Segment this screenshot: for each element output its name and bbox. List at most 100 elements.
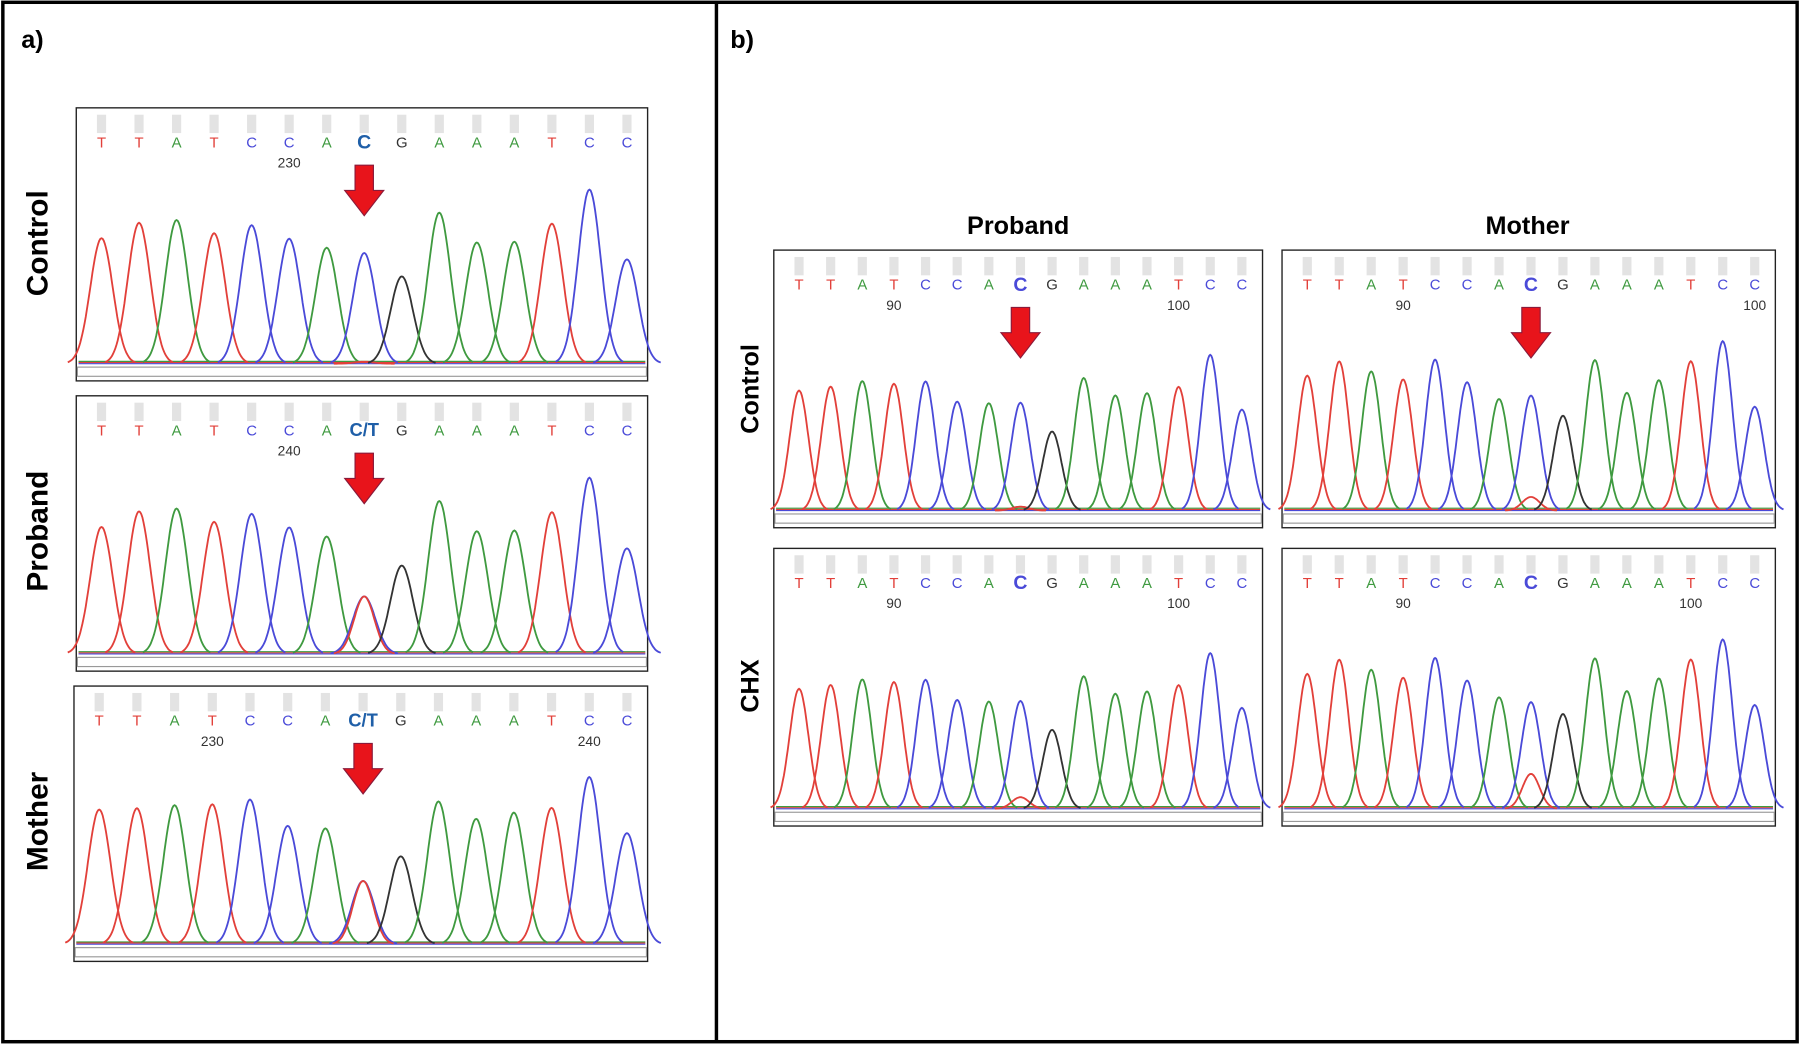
trace-peak [67, 526, 136, 654]
quality-bar [1015, 256, 1026, 276]
base-call: G [1046, 278, 1058, 294]
base-call: T [1335, 576, 1344, 592]
position-number: 230 [201, 734, 224, 749]
trace-box [75, 107, 649, 382]
base-call: A [857, 278, 867, 294]
base-call: T [547, 714, 556, 730]
base-call: C [584, 714, 595, 730]
mutation-arrow [343, 452, 385, 505]
trace-peak [1437, 381, 1497, 510]
trace-peak [140, 804, 209, 944]
base-call: C [1524, 572, 1538, 594]
base-call: C [622, 135, 633, 151]
quality-bar [207, 692, 217, 712]
quality-bar [584, 114, 595, 134]
base-call: T [889, 576, 898, 592]
base-call: C [1013, 572, 1027, 594]
base-call: C [1236, 576, 1247, 592]
base-call: A [1366, 278, 1376, 294]
trace-peak [801, 385, 860, 510]
base-call: T [1399, 278, 1408, 294]
trace-peak [833, 678, 892, 809]
trace-strip [774, 811, 1262, 823]
quality-bar [359, 114, 369, 134]
quality-bar [472, 114, 482, 134]
trace-peak [1469, 696, 1529, 809]
trace-peak [330, 251, 399, 364]
base-call: C [246, 423, 257, 439]
base-call: A [1142, 576, 1152, 592]
base-call: A [1079, 576, 1089, 592]
base-call: A [322, 423, 332, 439]
base-call: A [984, 576, 994, 592]
trace-peak [405, 500, 474, 654]
base-call: A [509, 135, 519, 151]
trace-peak [928, 698, 986, 809]
quality-bar [1398, 256, 1408, 276]
quality-bar [1110, 256, 1120, 276]
trace-peak [1149, 385, 1208, 510]
position-number: 100 [1167, 298, 1190, 313]
base-call: T [794, 576, 803, 592]
trace-peak [1181, 353, 1240, 510]
base-call: C/T [348, 709, 378, 730]
base-call: T [826, 278, 835, 294]
base-call: C [1717, 278, 1728, 294]
trace-peak [1661, 360, 1721, 510]
quality-bar [889, 256, 899, 276]
trace-peak [404, 800, 473, 944]
quality-bar [1654, 256, 1664, 276]
base-call: T [95, 714, 104, 730]
quality-bar [889, 555, 899, 574]
base-call: A [1494, 576, 1504, 592]
base-call: C [284, 135, 295, 151]
base-call: T [134, 423, 143, 439]
mutation-arrow [342, 742, 384, 795]
quality-bar [509, 402, 519, 422]
trace-peak [217, 512, 286, 654]
trace-peak [555, 476, 624, 653]
base-call: T [97, 423, 106, 439]
trace-peak [1725, 703, 1784, 809]
quality-bar [358, 692, 368, 712]
trace-peak [1373, 378, 1433, 510]
quality-bar [1366, 555, 1376, 574]
trace-peak [179, 520, 249, 654]
trace-peak [1310, 360, 1369, 510]
quality-bar [857, 256, 867, 276]
quality-bar [1110, 555, 1120, 574]
base-call: C [952, 576, 963, 592]
trace-peak [441, 817, 511, 944]
trace-peak [215, 798, 285, 944]
quality-bar [1590, 256, 1600, 276]
quality-bar [984, 256, 994, 276]
quality-bar [1398, 555, 1408, 574]
trace-peak [1310, 658, 1369, 808]
base-call: C [1462, 278, 1473, 294]
quality-bar [434, 114, 444, 134]
trace-peak [1086, 394, 1145, 511]
quality-bar [397, 402, 407, 422]
position-number: 100 [1167, 596, 1190, 611]
quality-bar [1237, 555, 1247, 574]
quality-bar [920, 256, 931, 276]
trace-peak [1118, 690, 1176, 809]
quality-bar [170, 692, 180, 712]
trace-box [1281, 547, 1777, 827]
trace-peak [1278, 672, 1337, 809]
base-call: T [97, 135, 106, 151]
quality-bar [433, 692, 444, 712]
base-call: T [132, 714, 141, 730]
panel-label: b) [730, 26, 754, 54]
trace-peak [292, 246, 361, 364]
quality-bar [622, 402, 632, 422]
base-call: T [1174, 576, 1183, 592]
trace-peak [1565, 358, 1625, 510]
column-header: Mother [1486, 212, 1570, 240]
trace-strip [1282, 811, 1775, 823]
trace-peak [1341, 370, 1401, 510]
trace-peak [994, 505, 1047, 512]
position-number: 100 [1743, 298, 1766, 313]
